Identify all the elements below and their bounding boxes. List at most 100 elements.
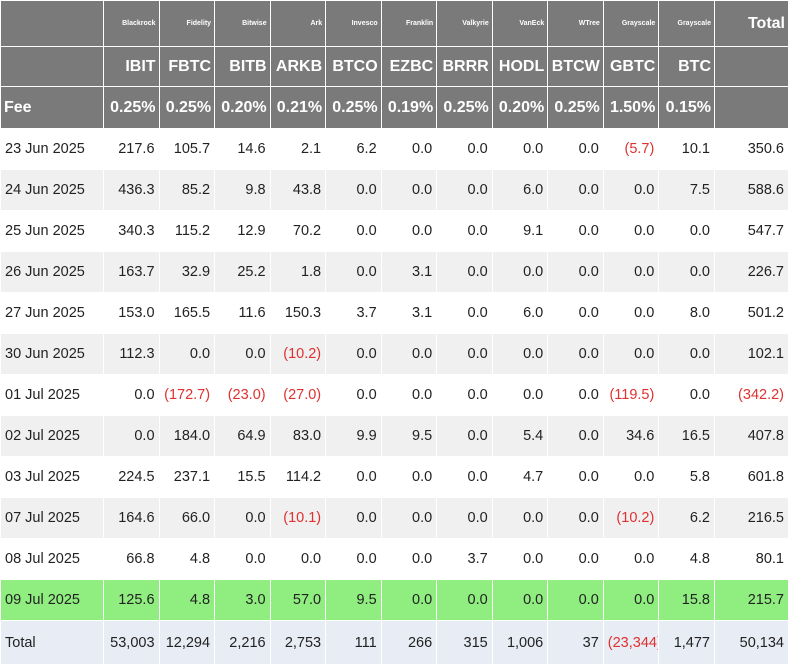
flow-value-cell: (10.2) xyxy=(602,497,660,539)
flow-value-cell: 0.0 xyxy=(325,251,382,293)
flow-value-cell: 11.6 xyxy=(214,292,271,334)
issuer-header-row: Blackrock Fidelity Bitwise Ark Invesco Frankl… xyxy=(0,0,789,47)
date-cell: 26 Jun 2025 xyxy=(0,251,104,293)
flow-value-cell: 0.0 xyxy=(547,333,604,375)
row-total-cell: 501.2 xyxy=(714,292,789,334)
flow-value-cell: 16.5 xyxy=(658,415,715,457)
flow-value-cell: 15.8 xyxy=(658,579,715,621)
table-row: 30 Jun 2025 112.3 0.0 0.0 (10.2) 0.0 0.0 0.0 0.0… xyxy=(0,333,789,375)
flow-value-cell: 165.5 xyxy=(158,292,216,334)
flow-value-cell: 9.8 xyxy=(214,169,271,211)
total-value-cell: 2,216 xyxy=(214,620,271,665)
flow-value-cell: 4.8 xyxy=(658,538,715,580)
totals-row: Total 53,003 12,294 2,216 2,753 111 266 315 1,00… xyxy=(0,620,789,665)
total-value-cell: 37 xyxy=(547,620,604,665)
flow-value-cell: 9.5 xyxy=(325,579,382,621)
flow-value-cell: 0.0 xyxy=(602,333,660,375)
flow-value-cell: 0.0 xyxy=(436,497,493,539)
row-total-cell: 80.1 xyxy=(714,538,789,580)
flow-value-cell: 163.7 xyxy=(103,251,160,293)
row-total-cell: 226.7 xyxy=(714,251,789,293)
date-cell: 03 Jul 2025 xyxy=(0,456,104,498)
flow-value-cell: 6.2 xyxy=(658,497,715,539)
flow-value-cell: 0.0 xyxy=(380,128,438,170)
flow-value-cell: (27.0) xyxy=(269,374,327,416)
ticker-header: ARKB xyxy=(269,46,327,87)
flow-value-cell: (5.7) xyxy=(602,128,660,170)
fee-cell: 1.50% xyxy=(602,86,660,129)
row-total-cell: (342.2) xyxy=(714,374,789,416)
flow-value-cell: 0.0 xyxy=(658,333,715,375)
flow-value-cell: 0.0 xyxy=(158,333,216,375)
flow-value-cell: 0.0 xyxy=(547,415,604,457)
flow-value-cell: 0.0 xyxy=(602,169,660,211)
flow-value-cell: 43.8 xyxy=(269,169,327,211)
flow-value-cell: 125.6 xyxy=(103,579,160,621)
flow-value-cell: (10.1) xyxy=(269,497,327,539)
fee-cell: 0.25% xyxy=(436,86,493,129)
fee-cell: 0.21% xyxy=(269,86,327,129)
header-blank-cell xyxy=(714,86,789,129)
flow-value-cell: 0.0 xyxy=(491,251,549,293)
flow-value-cell: 0.0 xyxy=(491,333,549,375)
flow-value-cell: 0.0 xyxy=(658,251,715,293)
ticker-header: HODL xyxy=(491,46,549,87)
date-cell: 25 Jun 2025 xyxy=(0,210,104,252)
flow-value-cell: 0.0 xyxy=(547,251,604,293)
date-cell: 07 Jul 2025 xyxy=(0,497,104,539)
total-value-cell: 111 xyxy=(325,620,382,665)
flow-value-cell: 14.6 xyxy=(214,128,271,170)
flow-value-cell: 0.0 xyxy=(103,374,160,416)
ticker-header: FBTC xyxy=(158,46,216,87)
table-row: 26 Jun 2025 163.7 32.9 25.2 1.8 0.0 3.1 0.0 0.0 0… xyxy=(0,251,789,293)
flow-value-cell: 0.0 xyxy=(436,169,493,211)
flow-value-cell: 5.4 xyxy=(491,415,549,457)
issuer-header: Ark xyxy=(269,0,327,47)
fee-cell: 0.25% xyxy=(547,86,604,129)
flow-value-cell: 9.1 xyxy=(491,210,549,252)
flow-value-cell: 0.0 xyxy=(436,333,493,375)
flow-value-cell: 0.0 xyxy=(602,579,660,621)
ticker-header: BTCW xyxy=(547,46,604,87)
date-cell: 27 Jun 2025 xyxy=(0,292,104,334)
total-value-cell: 315 xyxy=(436,620,493,665)
flow-value-cell: 0.0 xyxy=(436,579,493,621)
flow-value-cell: 0.0 xyxy=(325,497,382,539)
flow-value-cell: 115.2 xyxy=(158,210,216,252)
flow-value-cell: 0.0 xyxy=(325,374,382,416)
flow-value-cell: 0.0 xyxy=(658,374,715,416)
flow-value-cell: 0.0 xyxy=(491,497,549,539)
flow-value-cell: 0.0 xyxy=(269,538,327,580)
flow-value-cell: 0.0 xyxy=(214,538,271,580)
flow-value-cell: 0.0 xyxy=(436,210,493,252)
flow-value-cell: 112.3 xyxy=(103,333,160,375)
flow-value-cell: 224.5 xyxy=(103,456,160,498)
total-value-cell: 2,753 xyxy=(269,620,327,665)
flow-value-cell: 34.6 xyxy=(602,415,660,457)
total-value-cell: 12,294 xyxy=(158,620,216,665)
row-total-cell: 601.8 xyxy=(714,456,789,498)
date-cell: 24 Jun 2025 xyxy=(0,169,104,211)
flow-value-cell: 0.0 xyxy=(380,497,438,539)
header-blank-cell xyxy=(714,46,789,87)
flow-value-cell: 0.0 xyxy=(380,456,438,498)
ticker-header: BTC xyxy=(658,46,715,87)
flow-value-cell: 85.2 xyxy=(158,169,216,211)
flow-value-cell: 114.2 xyxy=(269,456,327,498)
table-row: 01 Jul 2025 0.0 (172.7) (23.0) (27.0) 0.0 0.0 0… xyxy=(0,374,789,416)
issuer-header: VanEck xyxy=(491,0,549,47)
flow-value-cell: 0.0 xyxy=(436,251,493,293)
issuer-header: Blackrock xyxy=(103,0,160,47)
flow-value-cell: 4.8 xyxy=(158,579,216,621)
ticker-header: BRRR xyxy=(436,46,493,87)
flow-value-cell: 0.0 xyxy=(491,538,549,580)
table-row: 07 Jul 2025 164.6 66.0 0.0 (10.1) 0.0 0.0 0.0 0.… xyxy=(0,497,789,539)
flow-value-cell: 0.0 xyxy=(325,169,382,211)
flow-value-cell: 0.0 xyxy=(380,333,438,375)
flow-value-cell: 0.0 xyxy=(325,210,382,252)
flow-value-cell: 8.0 xyxy=(658,292,715,334)
flow-value-cell: 0.0 xyxy=(491,128,549,170)
issuer-header: Valkyrie xyxy=(436,0,493,47)
flow-value-cell: 0.0 xyxy=(547,128,604,170)
flow-value-cell: 0.0 xyxy=(436,292,493,334)
